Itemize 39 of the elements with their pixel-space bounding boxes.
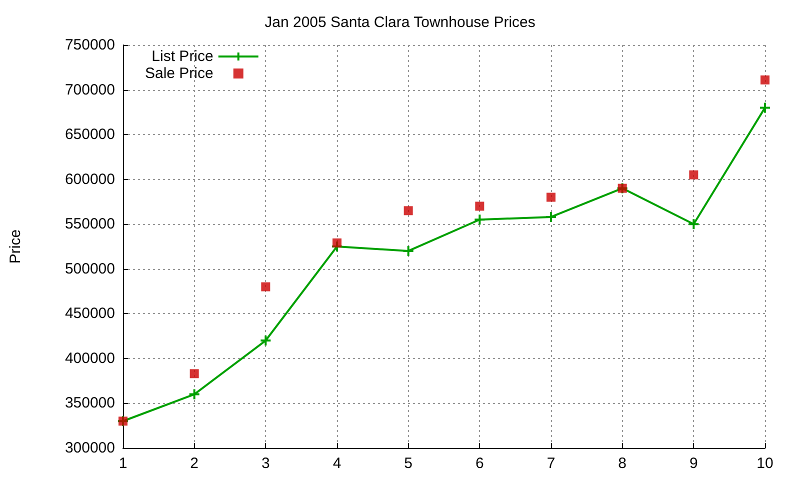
point — [190, 369, 199, 378]
point — [260, 334, 272, 347]
point — [332, 238, 342, 248]
x-tick-label: 2 — [190, 455, 199, 472]
point — [546, 192, 556, 202]
point — [402, 244, 414, 257]
y-tick-label: 400000 — [64, 350, 115, 367]
chart-title: Jan 2005 Santa Clara Townhouse Prices — [264, 14, 536, 31]
y-tick-label: 550000 — [64, 216, 115, 233]
point — [545, 210, 557, 223]
y-tick-label: 600000 — [64, 170, 115, 188]
point — [474, 214, 486, 226]
y-tick-label: 350000 — [64, 394, 115, 412]
point — [261, 282, 270, 292]
y-tick-label: 450000 — [64, 305, 115, 322]
y-axis-title: Price — [7, 229, 24, 264]
y-tick-label: 650000 — [64, 126, 115, 144]
x-tick-label: 9 — [689, 455, 698, 472]
x-tick-label: 8 — [618, 455, 627, 472]
x-tick-label: 10 — [756, 455, 774, 472]
point — [688, 218, 700, 230]
point — [759, 102, 771, 114]
x-tick-label: 3 — [261, 455, 270, 472]
legend-label: List Price — [152, 48, 214, 65]
point — [404, 206, 413, 216]
x-tick-label: 1 — [118, 455, 128, 472]
point — [188, 388, 200, 400]
x-tick-label: 6 — [475, 455, 484, 472]
point — [475, 202, 484, 211]
y-tick-label: 700000 — [64, 81, 115, 98]
legend-label: Sale Price — [144, 65, 214, 82]
point — [760, 75, 770, 84]
y-tick-label: 750000 — [64, 36, 115, 54]
x-tick-label: 5 — [404, 455, 413, 472]
y-tick-label: 500000 — [64, 260, 115, 278]
y-tick-label: 300000 — [64, 440, 115, 456]
x-tick-label: 4 — [332, 455, 342, 472]
point — [689, 170, 698, 180]
x-tick-label: 7 — [546, 455, 556, 472]
